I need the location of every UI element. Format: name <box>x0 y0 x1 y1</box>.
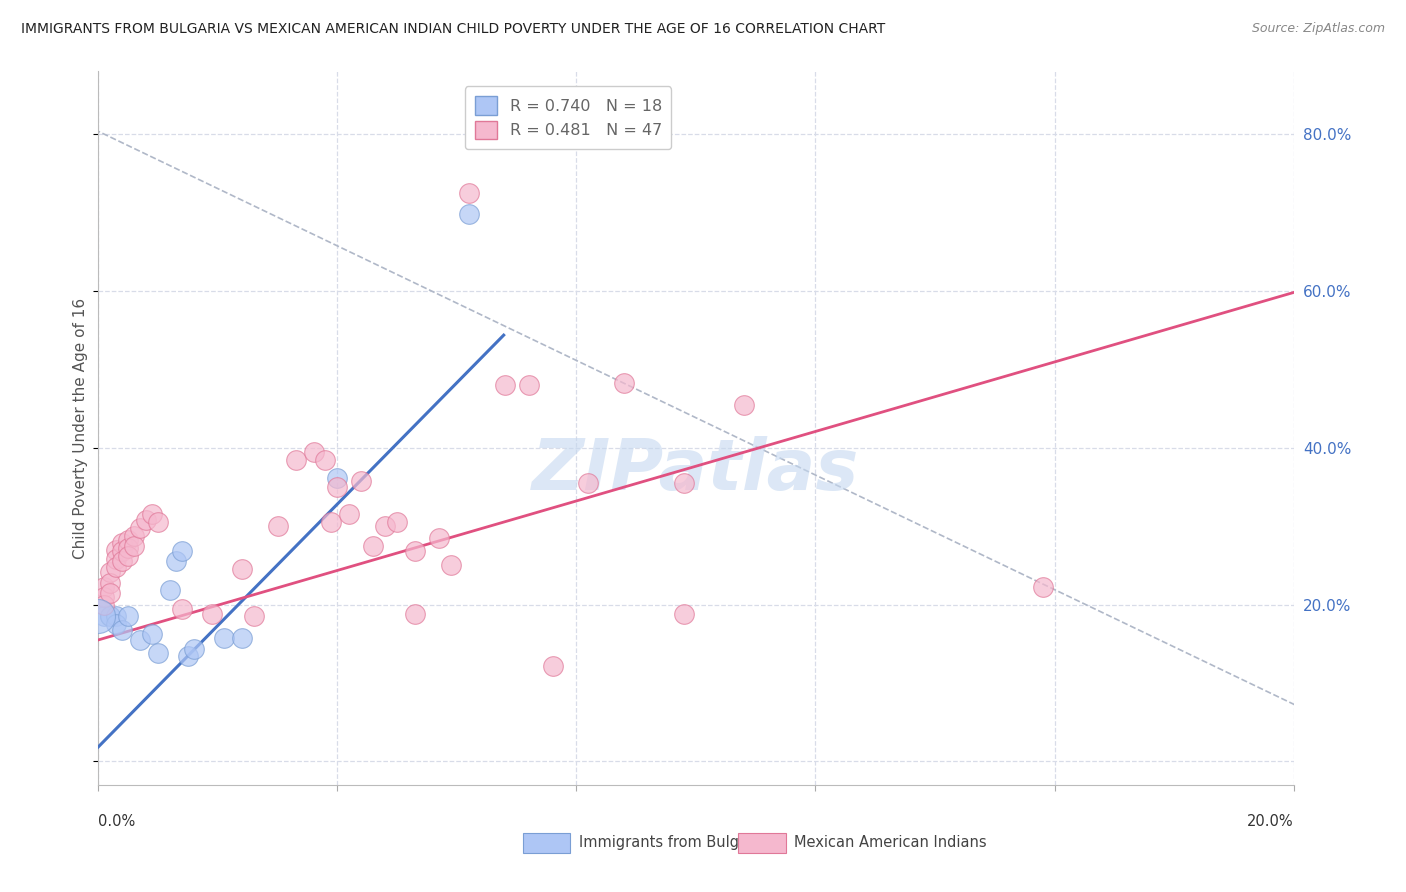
Point <box>494 378 516 392</box>
Point <box>93 608 115 623</box>
Point <box>458 207 481 221</box>
Point <box>159 583 181 598</box>
Text: ZIPatlas: ZIPatlas <box>533 436 859 506</box>
Point <box>302 444 325 458</box>
Point <box>98 608 122 623</box>
Point <box>93 580 115 594</box>
Point <box>98 608 122 623</box>
Text: Source: ZipAtlas.com: Source: ZipAtlas.com <box>1251 22 1385 36</box>
Point <box>541 658 564 673</box>
Point <box>183 642 205 657</box>
Point <box>284 452 307 467</box>
Point <box>111 554 134 568</box>
Legend: R = 0.740   N = 18, R = 0.481   N = 47: R = 0.740 N = 18, R = 0.481 N = 47 <box>465 87 672 149</box>
Point <box>339 508 361 522</box>
Text: IMMIGRANTS FROM BULGARIA VS MEXICAN AMERICAN INDIAN CHILD POVERTY UNDER THE AGE : IMMIGRANTS FROM BULGARIA VS MEXICAN AMER… <box>21 22 886 37</box>
Point <box>231 631 253 645</box>
Point <box>93 598 115 612</box>
Point <box>111 544 134 558</box>
Point <box>124 528 146 542</box>
Point <box>673 607 696 621</box>
Point <box>427 531 450 545</box>
Point <box>98 575 122 590</box>
Point <box>98 565 122 579</box>
Point <box>517 378 540 392</box>
Point <box>404 544 426 558</box>
Point <box>267 519 290 533</box>
Point <box>321 515 343 529</box>
Point <box>212 631 235 645</box>
Point <box>231 562 253 576</box>
Point <box>105 560 128 574</box>
Point <box>148 515 170 529</box>
Point <box>117 608 139 623</box>
Point <box>458 186 481 200</box>
Point <box>613 376 636 391</box>
Point <box>578 476 600 491</box>
Point <box>385 515 409 529</box>
Point <box>326 470 349 484</box>
Point <box>177 648 200 663</box>
Point <box>111 623 134 637</box>
Point <box>105 608 128 623</box>
Point <box>117 549 139 563</box>
Point <box>243 609 266 624</box>
Text: 20.0%: 20.0% <box>1247 814 1294 829</box>
Point <box>315 452 337 467</box>
Point <box>404 607 426 621</box>
Point <box>172 601 194 615</box>
Point <box>124 539 146 553</box>
Point <box>117 533 139 548</box>
Point <box>374 519 396 533</box>
Point <box>93 590 115 604</box>
Point <box>733 398 755 412</box>
Point <box>105 542 128 557</box>
Point <box>135 513 157 527</box>
Point <box>129 521 152 535</box>
Point <box>326 480 349 494</box>
Point <box>98 586 122 600</box>
Text: Mexican American Indians: Mexican American Indians <box>794 835 987 849</box>
Text: 0.0%: 0.0% <box>98 814 135 829</box>
Point <box>105 552 128 566</box>
Y-axis label: Child Poverty Under the Age of 16: Child Poverty Under the Age of 16 <box>73 298 87 558</box>
Point <box>673 476 696 491</box>
Point <box>165 554 187 568</box>
Point <box>363 539 385 553</box>
Point <box>111 536 134 550</box>
Point <box>129 632 152 647</box>
Point <box>105 617 128 632</box>
Text: Immigrants from Bulgaria: Immigrants from Bulgaria <box>579 835 768 849</box>
Point <box>141 508 163 522</box>
Point <box>148 646 170 660</box>
Point <box>440 558 463 573</box>
FancyBboxPatch shape <box>738 833 786 853</box>
FancyBboxPatch shape <box>523 833 571 853</box>
Point <box>141 626 163 640</box>
Point <box>201 607 224 621</box>
Point <box>172 544 194 558</box>
Point <box>87 608 110 623</box>
Point <box>1032 580 1054 594</box>
Point <box>350 474 373 488</box>
Point <box>117 541 139 556</box>
